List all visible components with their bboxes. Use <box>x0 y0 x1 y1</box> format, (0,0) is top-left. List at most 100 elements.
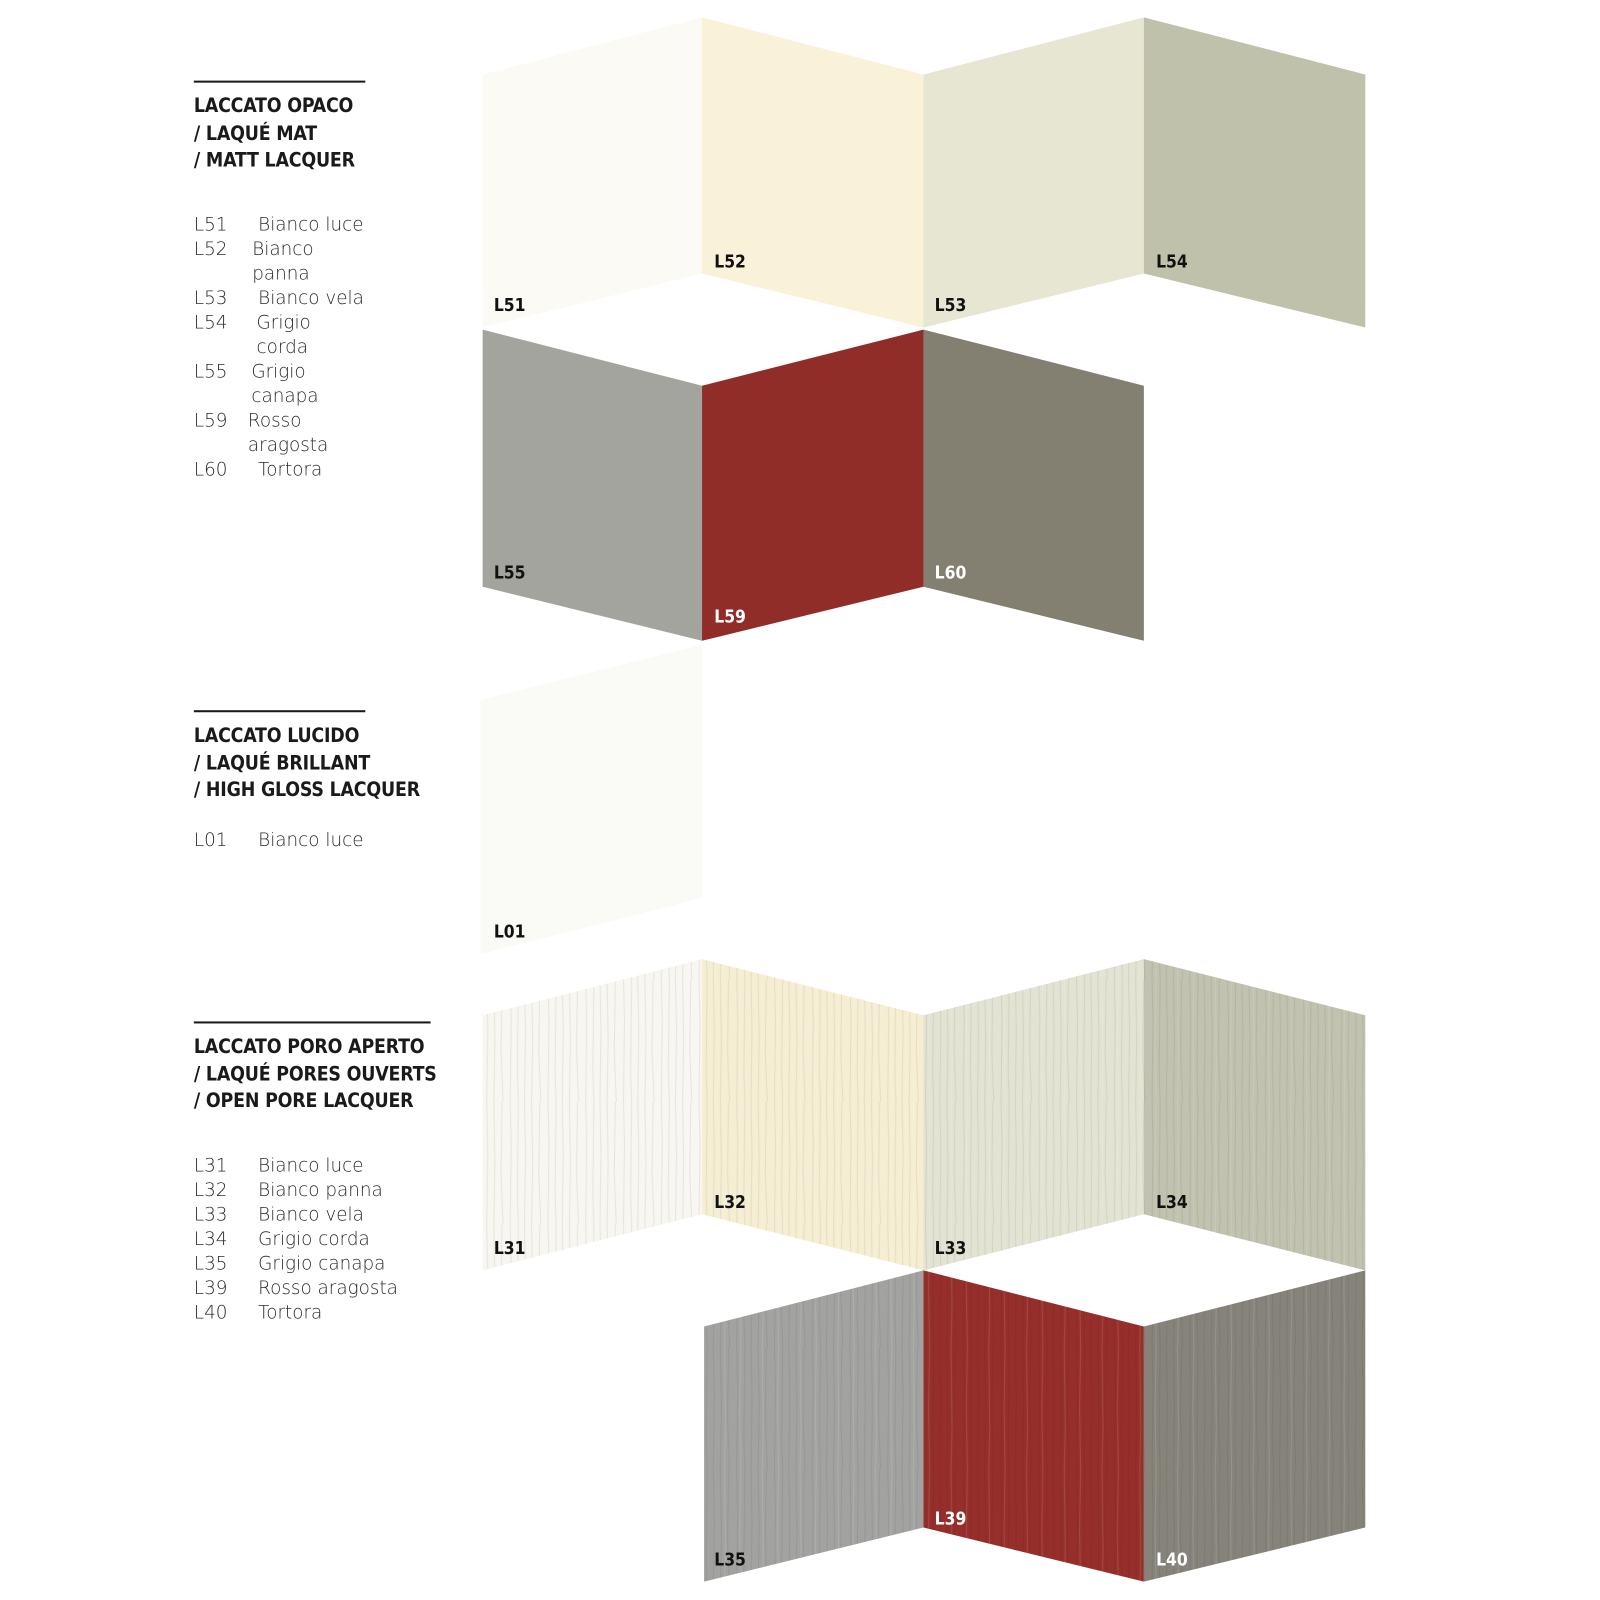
section-heading: LACCATO PORO APERTO / LAQUÉ PORES OUVERT… <box>193 1034 437 1115</box>
wood-grain-texture <box>923 1270 1144 1582</box>
section-open-pore-lacquer: LACCATO PORO APERTO / LAQUÉ PORES OUVERT… <box>193 1021 437 1325</box>
color-name: Grigio corda <box>258 1228 370 1250</box>
swatch-l52: L52 <box>702 17 924 328</box>
color-name: Bianco panna <box>258 1179 383 1201</box>
heading-line: / LAQUÉ PORES OUVERTS <box>193 1062 437 1086</box>
color-code: L01 <box>193 829 228 851</box>
wood-grain-texture <box>704 1270 924 1582</box>
swatch-code-label: L52 <box>714 252 746 272</box>
color-code: L60 <box>193 458 228 481</box>
color-name: Tortora <box>258 458 323 481</box>
color-name: Bianco panna <box>252 238 314 285</box>
color-list-item: L33 Bianco vela <box>194 1203 431 1227</box>
swatch-code-label: L32 <box>714 1193 746 1213</box>
color-code: L32 <box>193 1179 228 1201</box>
color-code: L54 <box>193 311 228 334</box>
section-heading: LACCATO LUCIDO / LAQUÉ BRILLANT / HIGH G… <box>193 722 420 803</box>
swatch-panel <box>702 329 924 641</box>
swatch-code-label: L33 <box>935 1239 967 1259</box>
color-list: L31 Bianco luce L32 Bianco panna L33 Bianco v… <box>194 1154 431 1325</box>
color-list-item: L34 Grigio corda <box>194 1227 431 1251</box>
color-code: L40 <box>193 1301 228 1323</box>
swatch-code-label: L35 <box>714 1550 746 1570</box>
swatch-code-label: L01 <box>494 923 526 943</box>
swatch-panel <box>1143 17 1366 328</box>
section-divider <box>193 80 366 83</box>
swatch-l40: L40 <box>1143 1270 1366 1582</box>
heading-line: LACCATO PORO APERTO <box>193 1035 425 1059</box>
swatch-code-label: L59 <box>714 607 746 627</box>
wood-grain-texture <box>702 959 924 1271</box>
color-list-item: L31 Bianco luce <box>194 1154 431 1178</box>
swatch-code-label: L60 <box>935 564 967 584</box>
color-list-item: L54 Grigio corda <box>194 311 365 360</box>
swatch-code-label: L31 <box>494 1239 526 1259</box>
color-code: L59 <box>193 409 228 432</box>
section-matt-lacquer: LACCATO OPACO / LAQUÉ MAT / MATT LACQUER… <box>193 80 366 483</box>
color-name: Grigio canapa <box>251 360 319 407</box>
heading-line: LACCATO OPACO <box>193 94 354 118</box>
section-high-gloss-lacquer: LACCATO LUCIDO / LAQUÉ BRILLANT / HIGH G… <box>193 710 420 852</box>
heading-line: / MATT LACQUER <box>193 148 355 172</box>
color-name: Rosso aragosta <box>258 1277 398 1299</box>
section-heading: LACCATO OPACO / LAQUÉ MAT / MATT LACQUER <box>194 93 365 174</box>
swatch-code-label: L34 <box>1156 1193 1188 1213</box>
color-name: Rosso aragosta <box>247 409 329 456</box>
swatch-l39: L39 <box>923 1270 1144 1582</box>
color-list-item: L40 Tortora <box>194 1300 431 1324</box>
heading-line: / LAQUÉ MAT <box>193 121 317 145</box>
color-list-item: L59 Rosso aragosta <box>194 409 365 458</box>
swatch-panel <box>702 17 924 328</box>
swatch-l33: L33 <box>923 959 1144 1271</box>
heading-line: / HIGH GLOSS LACQUER <box>193 778 420 802</box>
swatch-l54: L54 <box>1143 17 1366 328</box>
color-code: L51 <box>193 213 228 236</box>
swatch-panel <box>923 17 1144 328</box>
swatch-l32: L32 <box>702 959 924 1271</box>
color-list-item: L39 Rosso aragosta <box>194 1276 431 1300</box>
color-code: L52 <box>193 238 228 260</box>
swatch-l35: L35 <box>704 1270 924 1582</box>
color-list: L01 Bianco luce <box>194 828 365 852</box>
color-list-item: L32 Bianco panna <box>194 1178 431 1202</box>
swatch-l60: L60 <box>923 329 1144 641</box>
color-name: Bianco luce <box>258 1154 364 1177</box>
color-list-item: L52 Bianco panna <box>194 237 365 286</box>
swatch-code-label: L51 <box>494 296 526 316</box>
swatch-l01: L01 <box>480 644 703 955</box>
color-name: Bianco vela <box>258 287 364 309</box>
swatch-l31: L31 <box>482 959 703 1271</box>
swatch-panel <box>480 644 703 955</box>
swatch-l53: L53 <box>923 17 1144 328</box>
color-code: L31 <box>193 1154 228 1177</box>
swatch-code-label: L53 <box>935 296 967 316</box>
swatch-panel <box>482 17 703 328</box>
color-list-item: L35 Grigio canapa <box>194 1252 431 1276</box>
color-code: L55 <box>193 360 228 383</box>
swatch-panel <box>482 329 703 641</box>
swatch-l59: L59 <box>702 329 924 641</box>
color-code: L33 <box>193 1203 228 1225</box>
swatch-code-label: L55 <box>494 564 526 584</box>
swatch-l34: L34 <box>1143 959 1366 1271</box>
color-name: Grigio canapa <box>258 1252 386 1274</box>
section-divider <box>193 710 366 713</box>
heading-line: / OPEN PORE LACQUER <box>193 1089 414 1113</box>
heading-line: / LAQUÉ BRILLANT <box>193 751 371 774</box>
swatch-l51: L51 <box>482 17 703 328</box>
color-name: Bianco luce <box>258 213 364 236</box>
color-code: L34 <box>193 1228 228 1250</box>
heading-line: LACCATO LUCIDO <box>193 724 360 747</box>
color-list-item: L01 Bianco luce <box>194 828 365 852</box>
section-divider <box>193 1021 431 1024</box>
swatch-l55: L55 <box>482 329 703 641</box>
swatch-code-label: L40 <box>1156 1550 1188 1570</box>
wood-grain-texture <box>482 959 703 1271</box>
color-list-item: L55 Grigio canapa <box>194 360 365 409</box>
color-list: L51 Bianco luce L52 Bianco panna L53 Bianco v… <box>194 213 365 482</box>
color-list-item: L51 Bianco luce <box>194 213 365 237</box>
swatch-code-label: L54 <box>1156 252 1188 272</box>
color-name: Bianco luce <box>258 829 364 851</box>
